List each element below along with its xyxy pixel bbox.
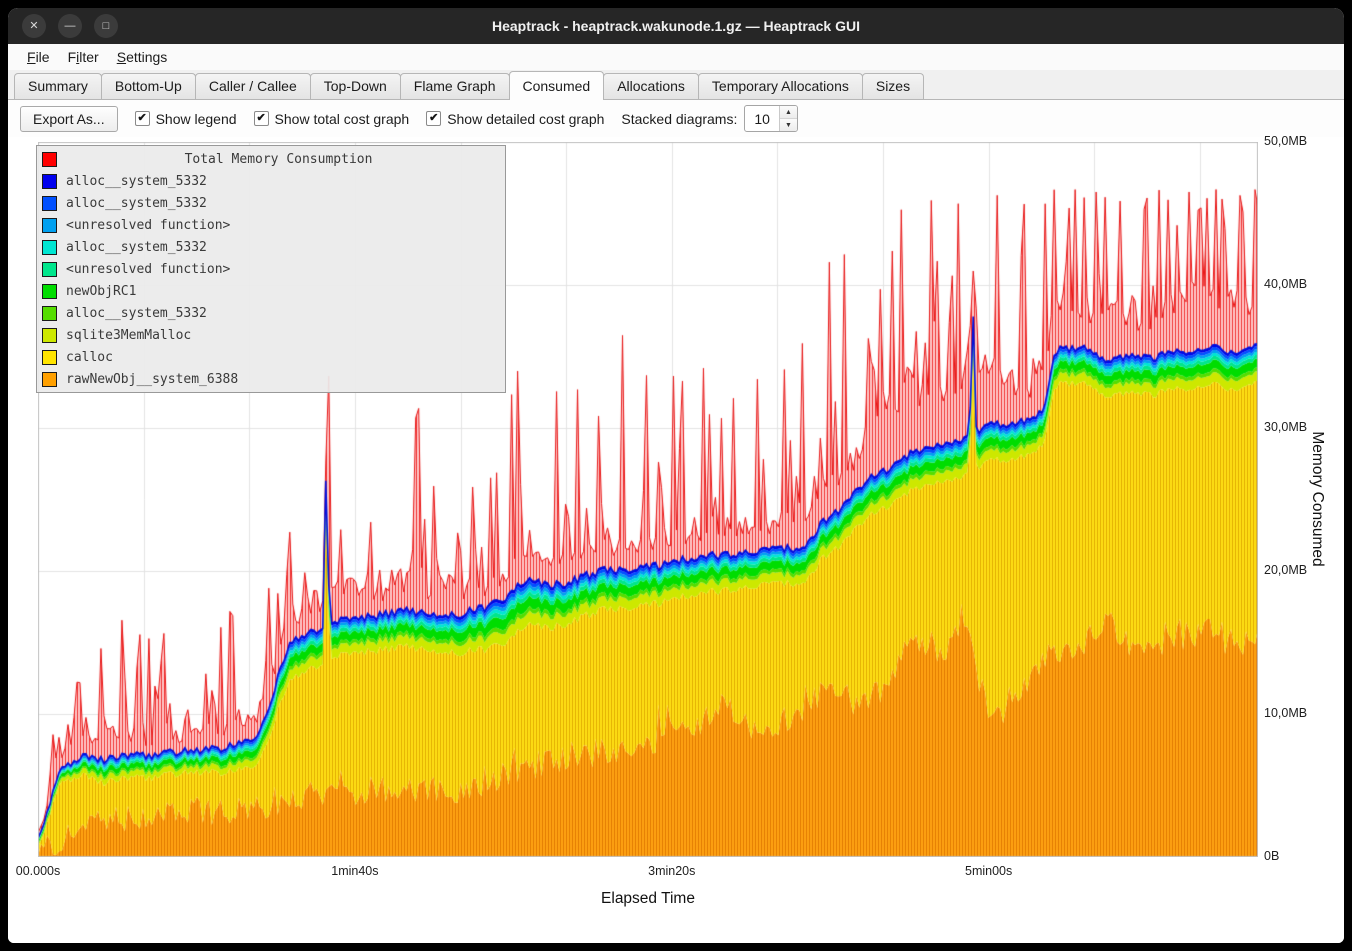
tab-bar: SummaryBottom-UpCaller / CalleeTop-DownF… xyxy=(8,70,1344,100)
legend-color-swatch xyxy=(42,328,57,343)
spin-up-icon[interactable]: ▲ xyxy=(780,106,797,118)
stacked-diagrams-group: Stacked diagrams: 10 ▲ ▼ xyxy=(621,105,798,132)
tab-flame-graph[interactable]: Flame Graph xyxy=(400,73,510,99)
legend-entry: <unresolved function> xyxy=(42,214,500,236)
minimize-icon: — xyxy=(65,21,76,32)
legend-entry: sqlite3MemMalloc xyxy=(42,324,500,346)
app-window: ✕ — □ Heaptrack - heaptrack.wakunode.1.gz … xyxy=(8,8,1344,943)
legend-color-swatch xyxy=(42,284,57,299)
legend-color-swatch xyxy=(42,306,57,321)
checkbox-show-legend[interactable]: ✔ Show legend xyxy=(135,111,237,127)
toolbar: Export As... ✔ Show legend ✔ Show total cos… xyxy=(8,100,1344,137)
tab-temporary-allocations[interactable]: Temporary Allocations xyxy=(698,73,863,99)
y-axis-title: Memory Consumed xyxy=(1308,431,1326,566)
window-title: Heaptrack - heaptrack.wakunode.1.gz — He… xyxy=(8,18,1344,34)
x-tick-label: 00.000s xyxy=(16,864,60,878)
chart-panel: Total Memory Consumption alloc__system_53… xyxy=(8,137,1344,943)
tab-caller-callee[interactable]: Caller / Callee xyxy=(195,73,311,99)
tab-summary[interactable]: Summary xyxy=(14,73,102,99)
legend-color-swatch xyxy=(42,240,57,255)
legend-entry-label: rawNewObj__system_6388 xyxy=(66,372,238,387)
tab-sizes[interactable]: Sizes xyxy=(862,73,924,99)
tab-allocations[interactable]: Allocations xyxy=(603,73,699,99)
legend-title: Total Memory Consumption xyxy=(57,152,500,167)
menubar: FileFilterSettings xyxy=(8,44,1344,70)
x-axis-title: Elapsed Time xyxy=(38,890,1258,908)
checkbox-check-icon[interactable]: ✔ xyxy=(426,111,441,126)
legend-entry-label: <unresolved function> xyxy=(66,218,230,233)
stacked-diagrams-value[interactable]: 10 xyxy=(745,106,779,131)
y-tick-label: 50,0MB xyxy=(1264,134,1307,148)
legend-entry-label: alloc__system_5332 xyxy=(66,196,207,211)
tab-top-down[interactable]: Top-Down xyxy=(310,73,401,99)
close-button[interactable]: ✕ xyxy=(22,14,46,38)
legend-entry: alloc__system_5332 xyxy=(42,192,500,214)
legend-entry-label: <unresolved function> xyxy=(66,262,230,277)
tab-bottom-up[interactable]: Bottom-Up xyxy=(101,73,196,99)
checkbox-group: ✔ Show legend ✔ Show total cost graph ✔ Show … xyxy=(135,111,605,127)
spin-down-icon[interactable]: ▼ xyxy=(780,118,797,131)
legend-entry: <unresolved function> xyxy=(42,258,500,280)
legend-entry: alloc__system_5332 xyxy=(42,236,500,258)
checkbox-show-total-cost-graph[interactable]: ✔ Show total cost graph xyxy=(254,111,410,127)
legend-color-swatch xyxy=(42,152,57,167)
x-tick-label: 5min00s xyxy=(965,864,1012,878)
legend-entry-label: alloc__system_5332 xyxy=(66,306,207,321)
legend-title-row: Total Memory Consumption xyxy=(42,148,500,170)
export-as-button[interactable]: Export As... xyxy=(20,106,118,132)
tab-consumed[interactable]: Consumed xyxy=(509,71,605,100)
stacked-diagrams-spinbox[interactable]: 10 ▲ ▼ xyxy=(744,105,798,132)
menu-settings[interactable]: Settings xyxy=(108,47,177,67)
legend-color-swatch xyxy=(42,372,57,387)
window-controls: ✕ — □ xyxy=(8,14,118,38)
checkbox-label: Show detailed cost graph xyxy=(447,111,604,127)
stacked-diagrams-label: Stacked diagrams: xyxy=(621,111,737,127)
y-tick-label: 30,0MB xyxy=(1264,420,1307,434)
checkbox-check-icon[interactable]: ✔ xyxy=(254,111,269,126)
y-tick-label: 20,0MB xyxy=(1264,563,1307,577)
legend-entry: alloc__system_5332 xyxy=(42,170,500,192)
x-tick-label: 3min20s xyxy=(648,864,695,878)
menu-filter[interactable]: Filter xyxy=(59,47,108,67)
legend-entry-label: alloc__system_5332 xyxy=(66,240,207,255)
legend-entry: newObjRC1 xyxy=(42,280,500,302)
legend-entry: calloc xyxy=(42,346,500,368)
legend-entry: rawNewObj__system_6388 xyxy=(42,368,500,390)
x-tick-label: 1min40s xyxy=(331,864,378,878)
legend-color-swatch xyxy=(42,262,57,277)
legend-color-swatch xyxy=(42,196,57,211)
minimize-button[interactable]: — xyxy=(58,14,82,38)
maximize-icon: □ xyxy=(103,21,110,32)
legend-color-swatch xyxy=(42,350,57,365)
chart-legend: Total Memory Consumption alloc__system_53… xyxy=(36,145,506,393)
legend-entry-label: sqlite3MemMalloc xyxy=(66,328,191,343)
checkbox-label: Show total cost graph xyxy=(275,111,410,127)
y-tick-label: 40,0MB xyxy=(1264,277,1307,291)
maximize-button[interactable]: □ xyxy=(94,14,118,38)
legend-color-swatch xyxy=(42,174,57,189)
titlebar: ✕ — □ Heaptrack - heaptrack.wakunode.1.gz … xyxy=(8,8,1344,44)
y-tick-label: 10,0MB xyxy=(1264,706,1307,720)
menu-file[interactable]: File xyxy=(18,47,59,67)
legend-entry-label: alloc__system_5332 xyxy=(66,174,207,189)
checkbox-label: Show legend xyxy=(156,111,237,127)
close-icon: ✕ xyxy=(29,21,38,32)
checkbox-show-detailed-cost-graph[interactable]: ✔ Show detailed cost graph xyxy=(426,111,604,127)
checkbox-check-icon[interactable]: ✔ xyxy=(135,111,150,126)
y-tick-label: 0B xyxy=(1264,849,1279,863)
legend-entry: alloc__system_5332 xyxy=(42,302,500,324)
legend-entry-label: newObjRC1 xyxy=(66,284,136,299)
legend-entry-label: calloc xyxy=(66,350,113,365)
legend-color-swatch xyxy=(42,218,57,233)
